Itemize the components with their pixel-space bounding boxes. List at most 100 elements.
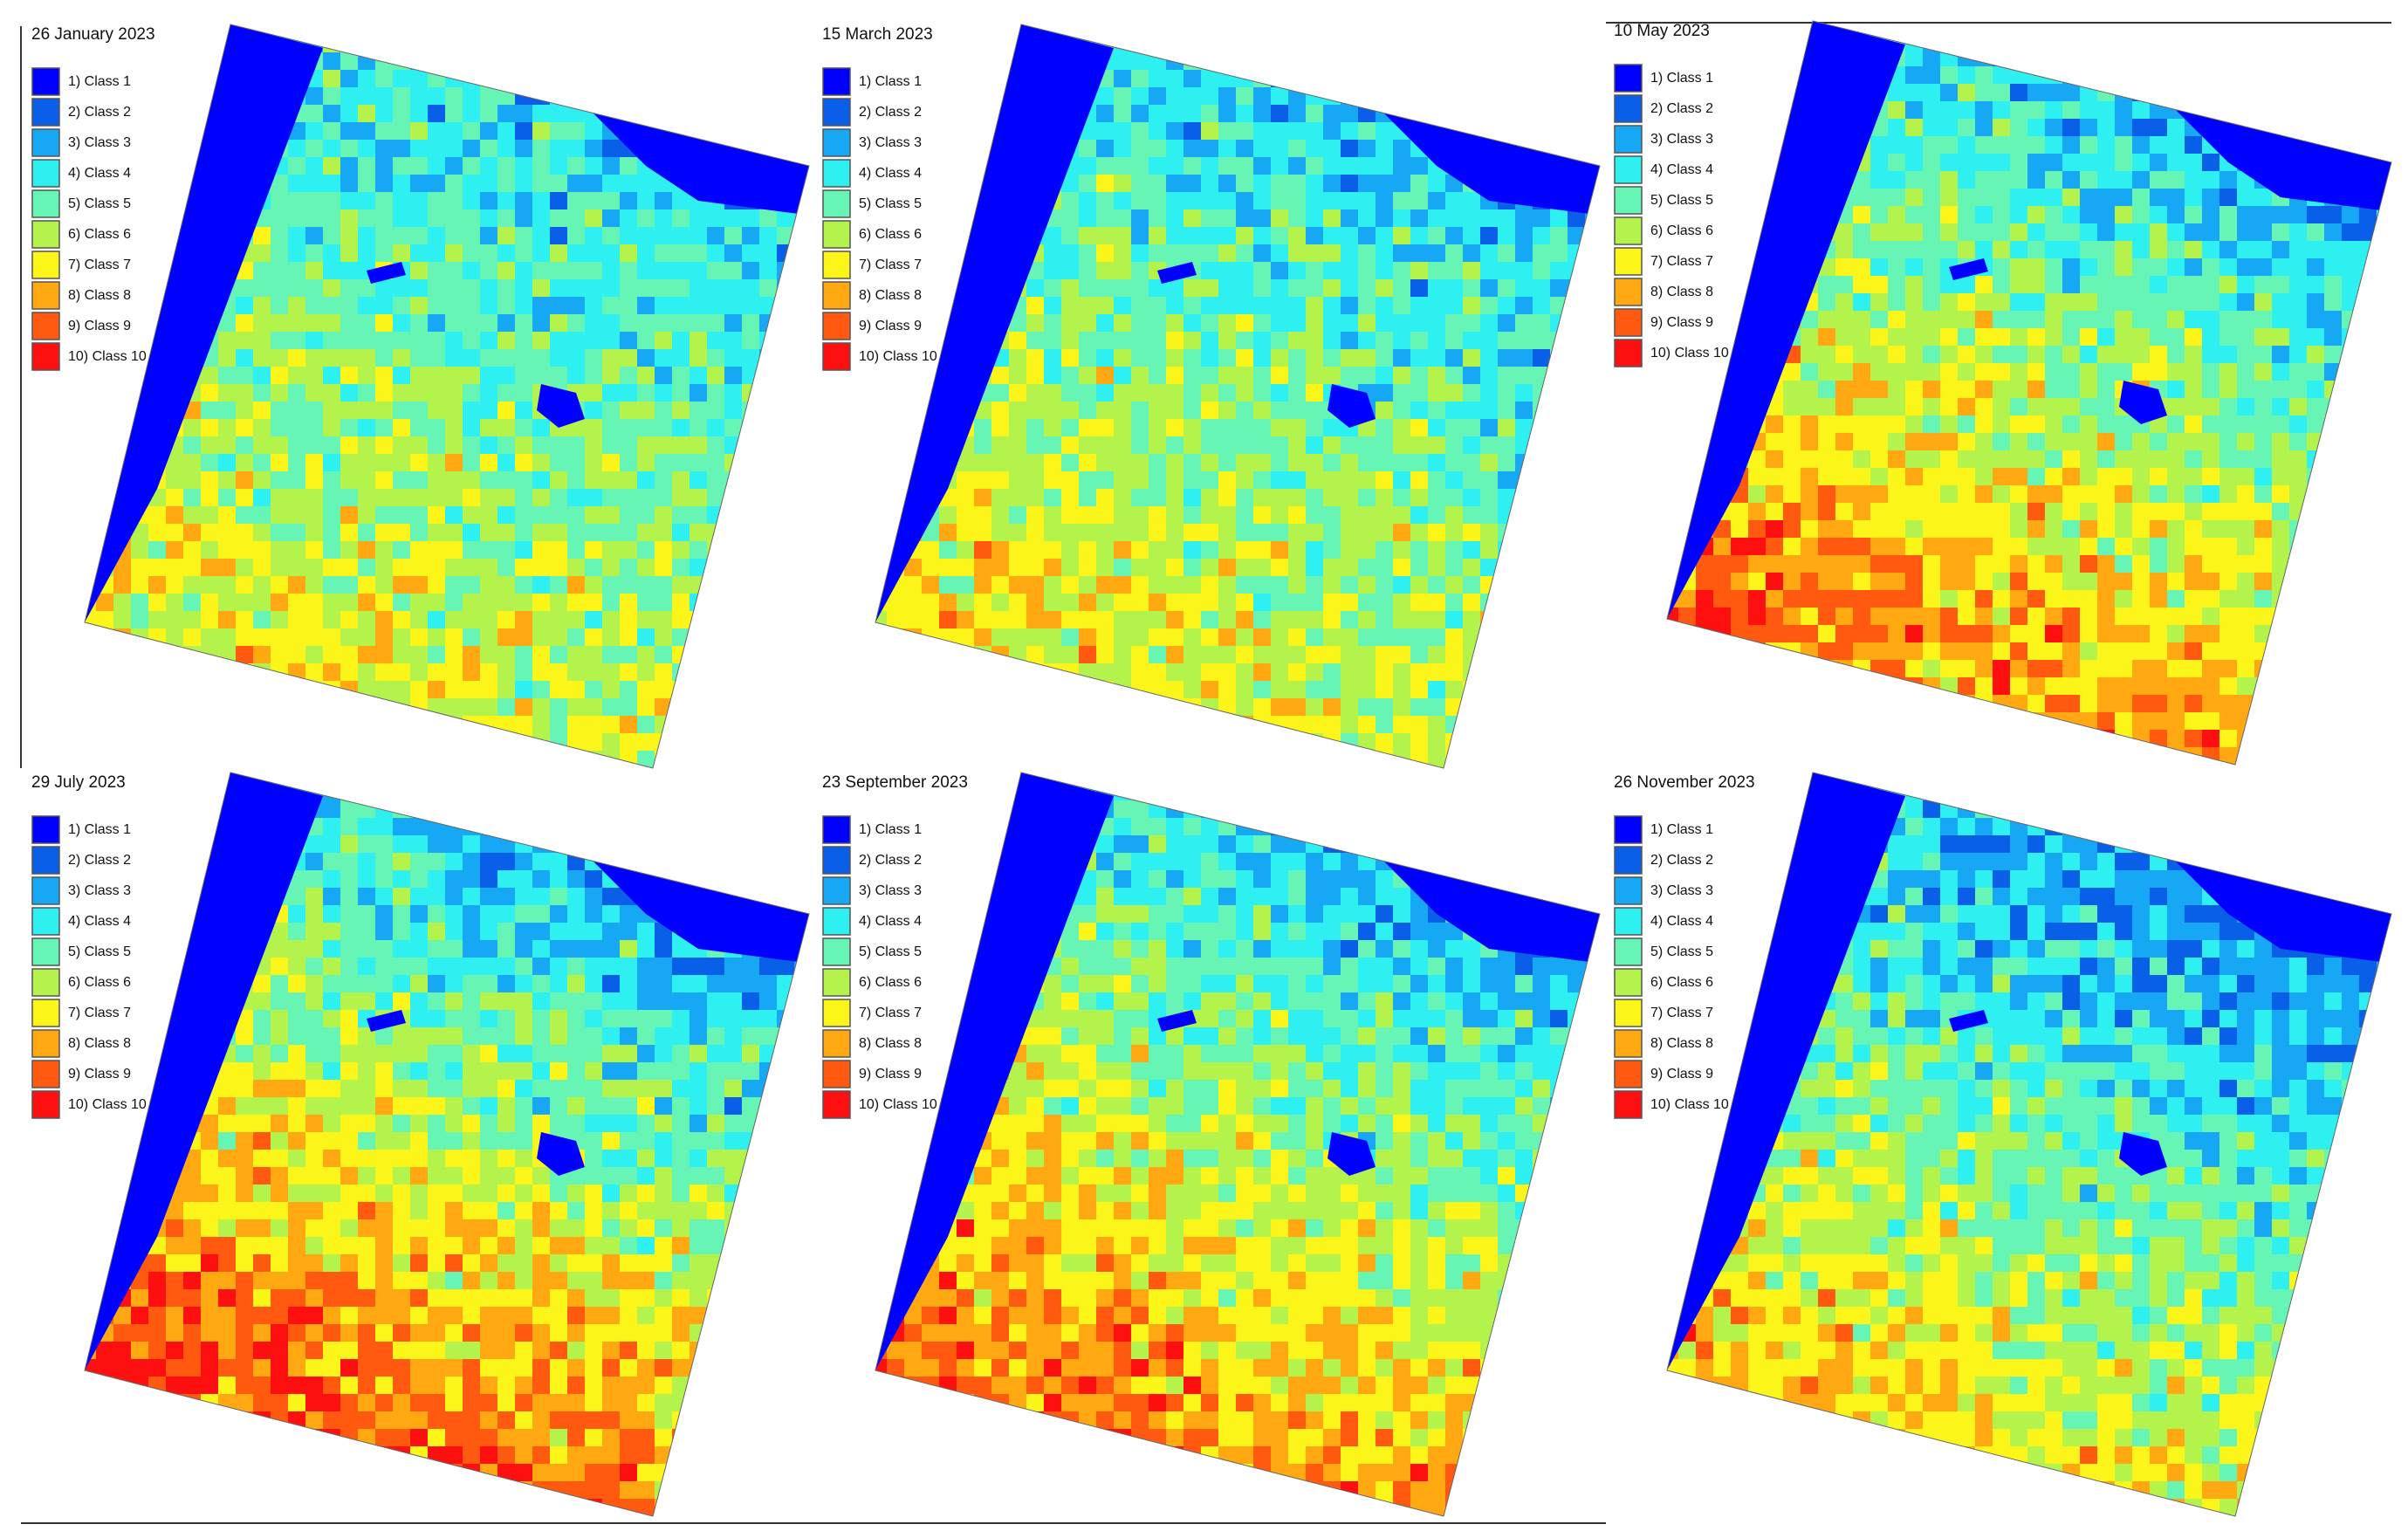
map-cell [218, 419, 236, 436]
map-cell [96, 332, 113, 349]
map-cell [1201, 594, 1218, 611]
map-cell [1801, 433, 1818, 450]
map-cell [2324, 258, 2342, 276]
map-cell [1271, 87, 1288, 105]
map-cell [2150, 241, 2167, 258]
map-cell [201, 52, 218, 70]
map-cell [131, 611, 148, 628]
map-cell [1463, 419, 1480, 436]
map-cell [2080, 258, 2097, 276]
map-cell [1358, 35, 1376, 52]
map-cell [1818, 450, 1835, 468]
map-cell [218, 733, 236, 751]
map-cell [1201, 332, 1218, 349]
map-cell [2062, 31, 2080, 49]
map-cell [1940, 49, 1958, 66]
map-cell [1515, 402, 1533, 419]
map-cell [2150, 119, 2167, 136]
legend-swatch [822, 220, 851, 249]
map-cell [1253, 349, 1271, 367]
map-cell [428, 52, 445, 70]
map-cell [602, 768, 620, 786]
map-cell [655, 524, 672, 541]
map-cell [497, 384, 515, 402]
map-cell [2342, 381, 2359, 398]
map-cell [515, 646, 532, 663]
map-cell [1602, 681, 1620, 698]
map-cell [497, 279, 515, 297]
map-cell [1376, 314, 1393, 332]
map-cell [1463, 454, 1480, 471]
map-cell [1480, 349, 1498, 367]
map-cell [2307, 293, 2324, 311]
map-cell [445, 105, 463, 122]
map-cell [2359, 241, 2377, 258]
map-cell [497, 35, 515, 52]
map-cell [707, 698, 724, 716]
map-cell [271, 576, 288, 594]
map-cell [1009, 454, 1026, 471]
map-cell [689, 436, 707, 454]
map-cell [1975, 101, 1993, 119]
map-cell [1888, 171, 1905, 189]
map-cell [1550, 733, 1568, 751]
map-cell [1131, 768, 1149, 786]
map-cell [812, 384, 829, 402]
map-cell [991, 402, 1009, 419]
map-cell [288, 471, 305, 489]
map-cell [1905, 119, 1923, 136]
map-cell [759, 768, 777, 786]
map-cell [2010, 346, 2027, 363]
map-cell [875, 716, 887, 733]
map-cell [1149, 175, 1166, 192]
map-cell [875, 698, 887, 716]
map-cell [637, 262, 655, 279]
map-cell [1870, 311, 1888, 328]
map-cell [1306, 157, 1323, 175]
map-cell [166, 24, 183, 35]
map-cell [2394, 293, 2408, 311]
map-cell [1218, 332, 1236, 349]
map-cell [991, 681, 1009, 698]
map-cell [1550, 122, 1568, 140]
map-cell [585, 314, 602, 332]
map-cell [991, 594, 1009, 611]
map-cell [323, 244, 340, 262]
map-cell [271, 24, 288, 35]
map-cell [2045, 49, 2062, 66]
map-cell [1236, 628, 1253, 646]
map-cell [1463, 87, 1480, 105]
map-cell [2394, 276, 2408, 293]
map-cell [1061, 698, 1079, 716]
map-cell [1428, 751, 1445, 768]
map-cell [393, 24, 410, 35]
map-cell [1166, 349, 1183, 367]
map-cell [1410, 332, 1428, 349]
map-cell [875, 384, 887, 402]
map-cell [428, 367, 445, 384]
map-cell [759, 87, 777, 105]
map-cell [759, 279, 777, 297]
map-cell [1323, 367, 1341, 384]
map-cell [1306, 628, 1323, 646]
map-cell [974, 751, 991, 768]
map-cell [1585, 105, 1600, 122]
map-cell [1602, 436, 1620, 454]
map-cell [1376, 698, 1393, 716]
map-cell [1149, 332, 1166, 349]
map-cell [148, 122, 166, 140]
map-cell [2115, 223, 2132, 241]
map-cell [777, 663, 794, 681]
map-cell [428, 436, 445, 454]
map-cell [1550, 489, 1568, 506]
map-cell [2272, 363, 2289, 381]
map-cell [2324, 66, 2342, 84]
map-cell [655, 349, 672, 367]
map-cell [1288, 122, 1306, 140]
map-cell [2272, 415, 2289, 433]
map-cell [1183, 87, 1201, 105]
map-cell [1393, 611, 1410, 628]
map-cell [794, 506, 809, 524]
map-cell [218, 436, 236, 454]
map-cell [393, 681, 410, 698]
